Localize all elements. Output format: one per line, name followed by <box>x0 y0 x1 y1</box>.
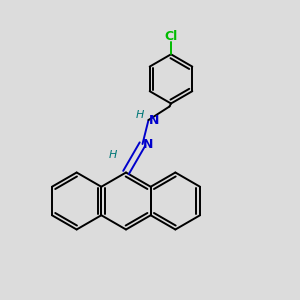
Text: N: N <box>143 137 153 151</box>
Text: H: H <box>135 110 144 121</box>
Text: Cl: Cl <box>164 30 178 44</box>
Text: N: N <box>149 113 159 127</box>
Text: H: H <box>108 149 117 160</box>
